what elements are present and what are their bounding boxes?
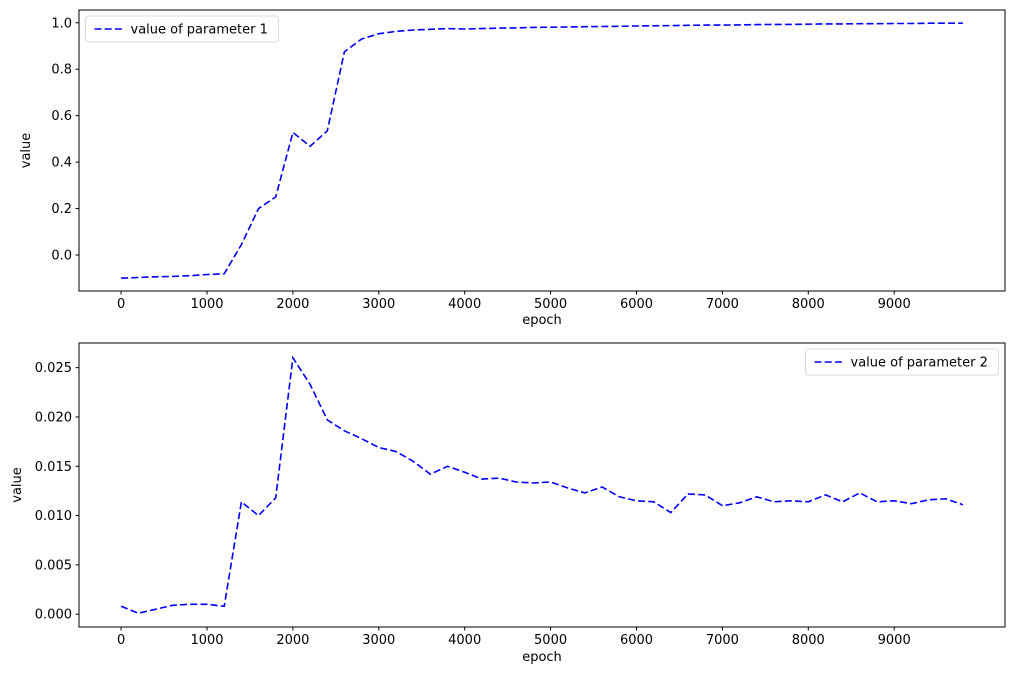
subplot-2: epoch value 0 1000 2000 3000 4000 5000 6000 700… — [10, 342, 1006, 665]
y-tick-label: 0.2 — [51, 202, 72, 217]
x-tick-label: 0 — [117, 297, 125, 312]
x-tick-label: 1000 — [190, 297, 223, 312]
axes-frame — [78, 9, 1006, 292]
subplot-1: epoch value 0 1000 2000 3000 4000 5000 6000 700… — [19, 9, 1006, 328]
x-tick-label: 7000 — [706, 297, 739, 312]
legend-label: value of parameter 1 — [131, 23, 268, 38]
y-tick-label: 0.010 — [35, 509, 72, 524]
y-tick-label: 0.000 — [35, 608, 72, 623]
parameter-2-line — [120, 355, 964, 615]
parameter-1-line — [121, 22, 963, 279]
x-tick-label: 0 — [117, 633, 125, 648]
y-tick-label: 0.005 — [35, 558, 72, 573]
x-tick-label: 7000 — [706, 633, 739, 648]
x-tick-label: 3000 — [362, 297, 395, 312]
x-tick-label: 8000 — [792, 297, 825, 312]
x-tick-label: 5000 — [534, 633, 567, 648]
y-tick-label: 0.025 — [35, 361, 72, 376]
x-tick-label: 4000 — [448, 297, 481, 312]
legend-box — [805, 348, 999, 376]
y-tick-label: 0.0 — [51, 249, 72, 264]
x-tick-label: 4000 — [448, 633, 481, 648]
legend-label: value of parameter 2 — [851, 356, 988, 371]
y-tick-label: 0.6 — [51, 109, 72, 124]
x-tick-label: 2000 — [276, 297, 309, 312]
y-tick-label: 0.4 — [51, 156, 72, 171]
subplot-1-ylabel: value — [19, 133, 34, 169]
subplot-1-xlabel: epoch — [522, 313, 562, 328]
axes-frame — [78, 342, 1006, 628]
x-tick-label: 6000 — [620, 297, 653, 312]
x-tick-label: 3000 — [362, 633, 395, 648]
x-tick-label: 1000 — [190, 633, 223, 648]
x-tick-label: 2000 — [276, 633, 309, 648]
subplot-2-xlabel: epoch — [522, 650, 562, 665]
x-tick-label: 9000 — [878, 297, 911, 312]
x-tick-label: 5000 — [534, 297, 567, 312]
y-tick-label: 0.015 — [35, 460, 72, 475]
subplot-2-ylabel: value — [10, 467, 25, 503]
x-tick-label: 9000 — [878, 633, 911, 648]
y-tick-label: 1.0 — [51, 16, 72, 31]
y-tick-label: 0.020 — [35, 410, 72, 425]
x-tick-label: 6000 — [620, 633, 653, 648]
legend-box — [85, 15, 279, 43]
y-tick-label: 0.8 — [51, 63, 72, 78]
x-tick-label: 8000 — [792, 633, 825, 648]
